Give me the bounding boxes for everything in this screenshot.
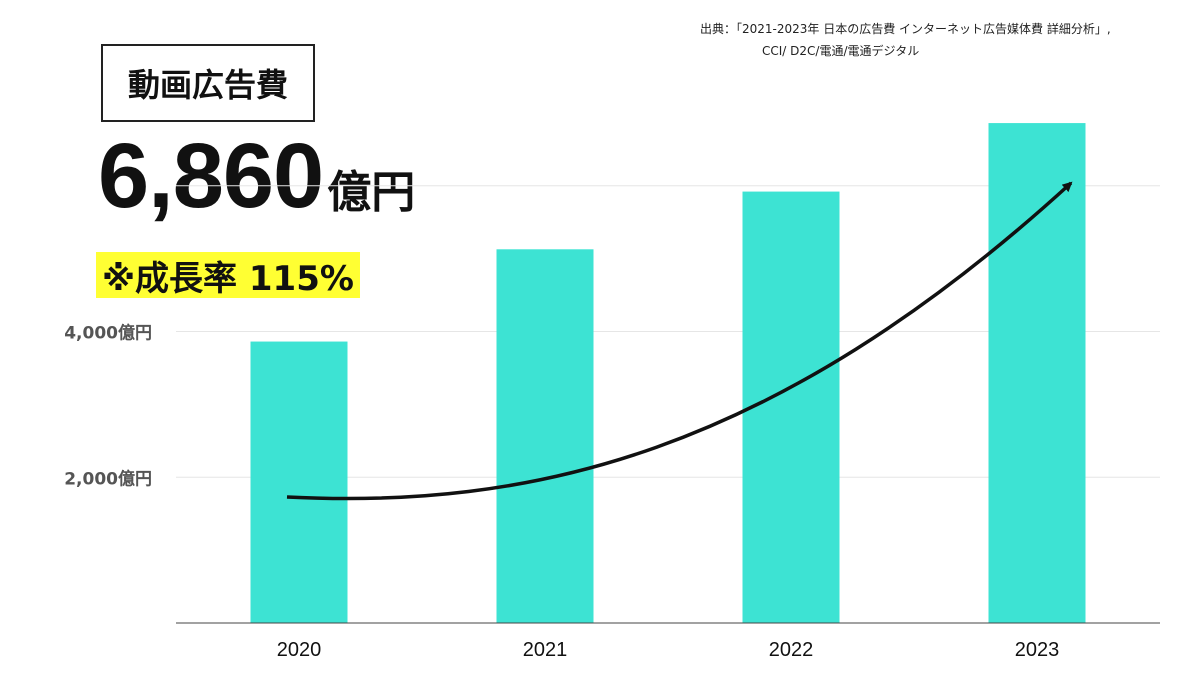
growth-rate-badge: ※成長率 115% [96, 252, 360, 299]
x-tick-label: 2022 [769, 639, 814, 661]
source-line-2: CCI/ D2C/電通/電通デジタル [762, 44, 920, 58]
source-line-1: 出典：「2021-2023年 日本の広告費 インターネット広告媒体費 詳細分析」… [700, 22, 1111, 36]
bar-2020 [250, 341, 348, 623]
growth-rate-text: ※成長率 115% [102, 258, 354, 299]
bar-2022 [742, 191, 840, 623]
x-tick-label: 2023 [1015, 639, 1060, 661]
headline-value-number: 6,860 [98, 125, 324, 227]
bar-2021 [496, 249, 594, 623]
x-tick-label: 2021 [523, 639, 568, 661]
headline-value-unit: 億円 [327, 167, 416, 218]
x-tick-label: 2020 [277, 639, 322, 661]
chart-title-box: 動画広告費 [101, 44, 315, 122]
trend-arrow [286, 181, 1073, 501]
source-note: 出典：「2021-2023年 日本の広告費 インターネット広告媒体費 詳細分析」… [700, 18, 1170, 62]
y-tick-label: 4,000億円 [64, 323, 152, 344]
headline-value: 6,860億円 [98, 130, 415, 222]
bar-2023 [988, 123, 1086, 623]
chart-title: 動画広告費 [127, 66, 288, 104]
y-tick-label: 2,000億円 [64, 468, 152, 489]
